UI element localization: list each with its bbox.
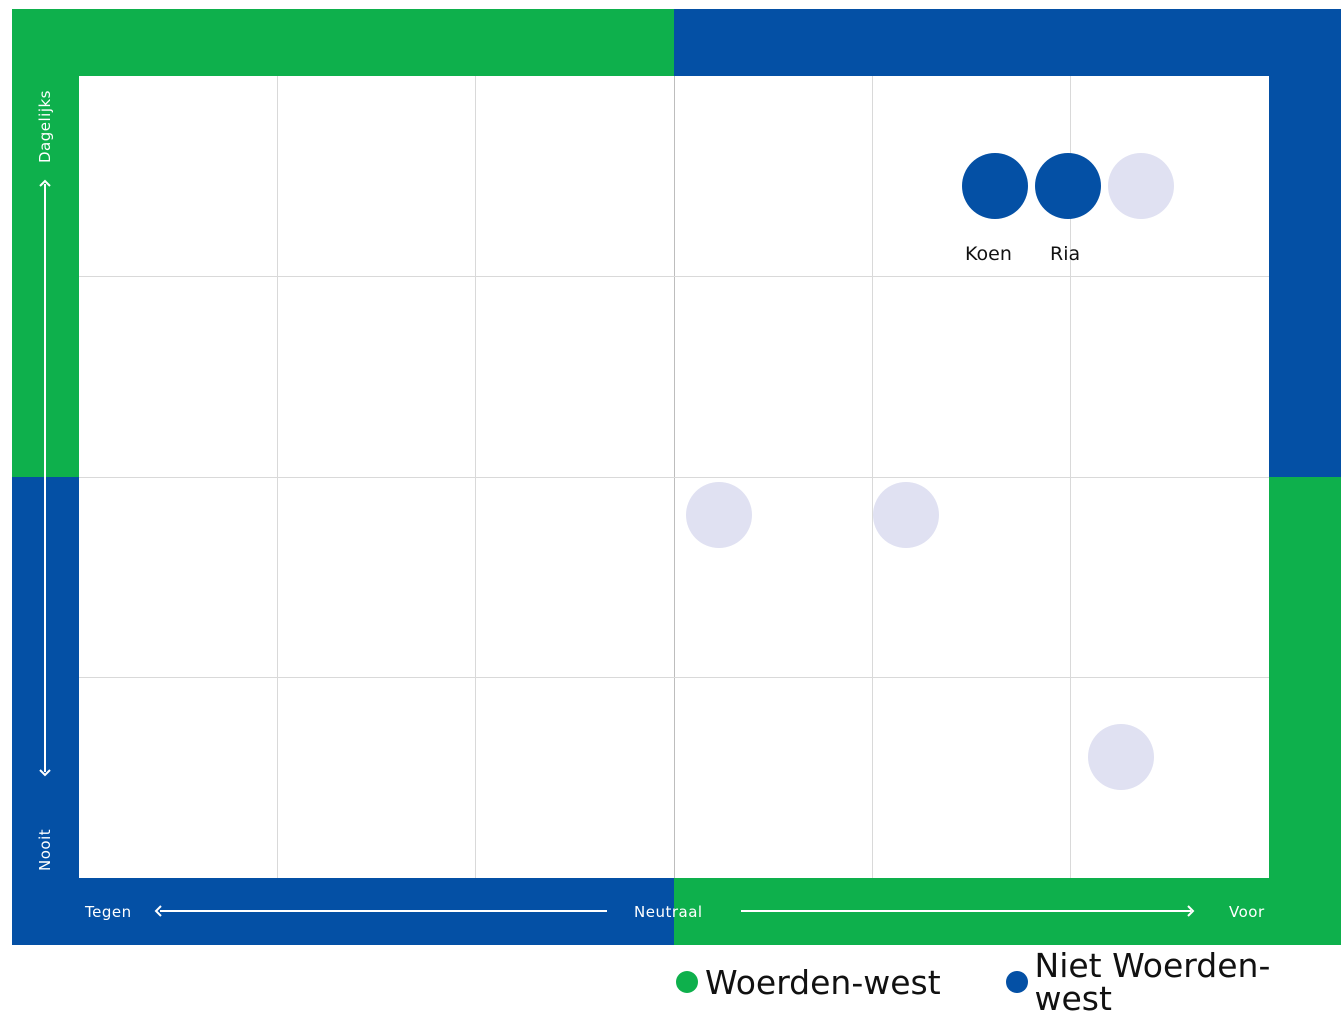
x-arrow-right-line: [741, 910, 1191, 912]
y-axis-label-bottom: Nooit: [36, 828, 54, 871]
x-axis-label-left: Tegen: [85, 903, 132, 921]
y-axis-label-top: Dagelijks: [36, 90, 54, 163]
x-arrow-left-line: [160, 910, 607, 912]
person-marker-koen[interactable]: [962, 153, 1028, 219]
legend-label: Niet Woerden-west: [1034, 946, 1271, 1018]
empty-marker[interactable]: [686, 482, 752, 548]
person-marker-ria[interactable]: [1035, 153, 1101, 219]
x-axis-label-right: Voor: [1229, 903, 1265, 921]
grid-line-h: [79, 477, 1269, 478]
y-arrow-line: [44, 184, 46, 772]
legend-item-niet-woerden-west: Niet Woerden-west: [1006, 949, 1341, 1015]
grid-line-h: [79, 276, 1269, 277]
grid-line-h: [79, 677, 1269, 678]
empty-marker[interactable]: [1088, 724, 1154, 790]
legend-label: Woerden-west: [705, 962, 941, 1002]
empty-marker[interactable]: [873, 482, 939, 548]
person-label-ria: Ria: [1050, 243, 1081, 265]
legend-swatch: [676, 971, 698, 993]
legend-swatch: [1006, 971, 1028, 993]
person-label-koen: Koen: [965, 243, 1012, 265]
arrow-left-icon: [154, 905, 162, 917]
arrow-right-icon: [1187, 905, 1195, 917]
empty-marker[interactable]: [1108, 153, 1174, 219]
arrow-up-icon: [39, 179, 51, 187]
legend-item-woerden-west: Woerden-west: [676, 962, 941, 1002]
arrow-down-icon: [39, 769, 51, 777]
x-axis-label-center: Neutraal: [634, 903, 703, 921]
